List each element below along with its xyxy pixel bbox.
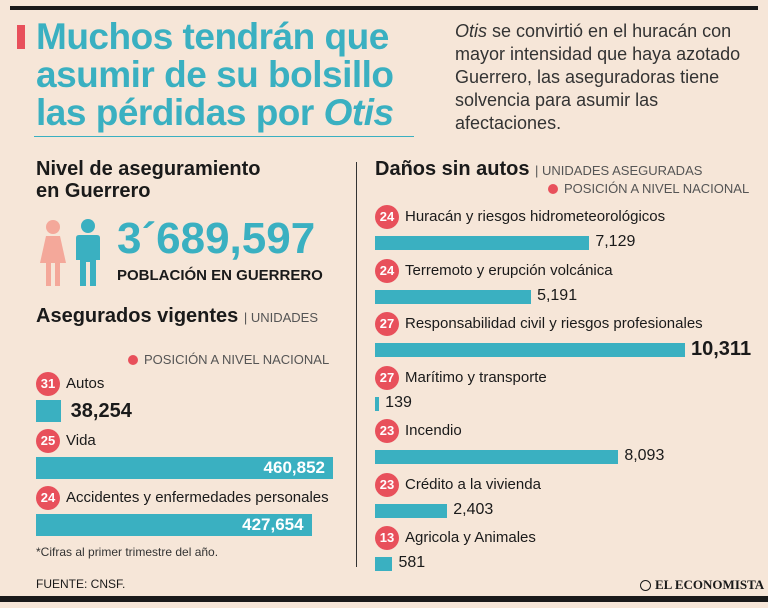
rank-badge: 23: [375, 472, 399, 497]
woman-icon: [40, 220, 66, 286]
value-label: 5,191: [537, 286, 578, 304]
value-label: 10,311: [691, 338, 752, 360]
bar: [375, 236, 590, 250]
value-label: 581: [398, 554, 426, 571]
bar: [36, 514, 312, 536]
population-label: POBLACIÓN EN GUERRERO: [117, 267, 323, 284]
category-label: Accidentes y enfermedades personales: [66, 489, 329, 506]
title-underline: [34, 136, 414, 137]
value-label: 8,093: [624, 447, 665, 464]
bar: [375, 343, 685, 357]
bar: [375, 396, 380, 411]
right-legend: POSICIÓN A NIVEL NACIONAL: [548, 181, 749, 196]
category-label: Vida: [66, 432, 96, 449]
source: FUENTE: CNSF.: [36, 577, 126, 591]
rank-badge: 24: [375, 258, 399, 283]
value-label: 7,129: [595, 233, 636, 250]
rank-badge: 25: [36, 429, 60, 453]
rank-badge: 27: [375, 365, 399, 390]
brand-logo: EL ECONOMISTA: [640, 577, 764, 593]
bottom-rule: [0, 596, 768, 602]
insured-title: Asegurados vigentes | UNIDADES: [36, 305, 319, 327]
rank-legend-dot: [128, 354, 138, 365]
value-label: 427,654: [242, 515, 304, 534]
category-label: Incendio: [405, 422, 462, 439]
category-label: Terremoto y erupción volcánica: [405, 261, 613, 279]
bar: [36, 457, 333, 479]
level-title: Nivel de aseguramiento en Guerrero: [36, 158, 261, 202]
bar: [375, 503, 448, 518]
value-label: 460,852: [263, 458, 325, 477]
value-label: 139: [385, 393, 412, 411]
category-label: Autos: [66, 375, 105, 392]
footnote: *Cifras al primer trimestre del año.: [36, 545, 219, 559]
rank-badge: 31: [36, 372, 60, 396]
rank-badge: 24: [375, 205, 399, 229]
column-divider: [356, 162, 357, 567]
category-label: Crédito a la vivienda: [405, 475, 541, 493]
rank-badge: 27: [375, 312, 399, 336]
value-label: 38,254: [70, 400, 132, 422]
category-label: Responsabilidad civil y riesgos profesio…: [405, 315, 703, 332]
population-people-icon: [40, 219, 100, 286]
value-label: 2,403: [453, 500, 494, 518]
man-icon: [76, 219, 100, 286]
rank-badge: 23: [375, 419, 399, 443]
left-legend: POSICIÓN A NIVEL NACIONAL: [128, 352, 329, 367]
category-label: Huracán y riesgos hidrometeorológicos: [405, 208, 666, 225]
intro-text: Otis se convirtió en el huracán con mayo…: [455, 21, 741, 133]
bar: [375, 450, 619, 464]
brand-icon: [640, 579, 651, 591]
title-marker: [17, 25, 25, 49]
rank-legend-dot: [548, 183, 558, 194]
rank-badge: 13: [375, 526, 399, 550]
category-label: Marítimo y transporte: [405, 368, 547, 386]
rank-badge: 24: [36, 486, 60, 510]
headline: Muchos tendrán que asumir de su bolsillo…: [36, 16, 394, 133]
population-value: 3´689,597: [117, 214, 316, 263]
bar: [375, 557, 393, 571]
top-rule: [10, 6, 758, 10]
bar: [375, 289, 532, 304]
bar: [36, 400, 61, 422]
category-label: Agricola y Animales: [405, 529, 536, 546]
damages-title: Daños sin autos | UNIDADES ASEGURADAS: [375, 158, 703, 180]
